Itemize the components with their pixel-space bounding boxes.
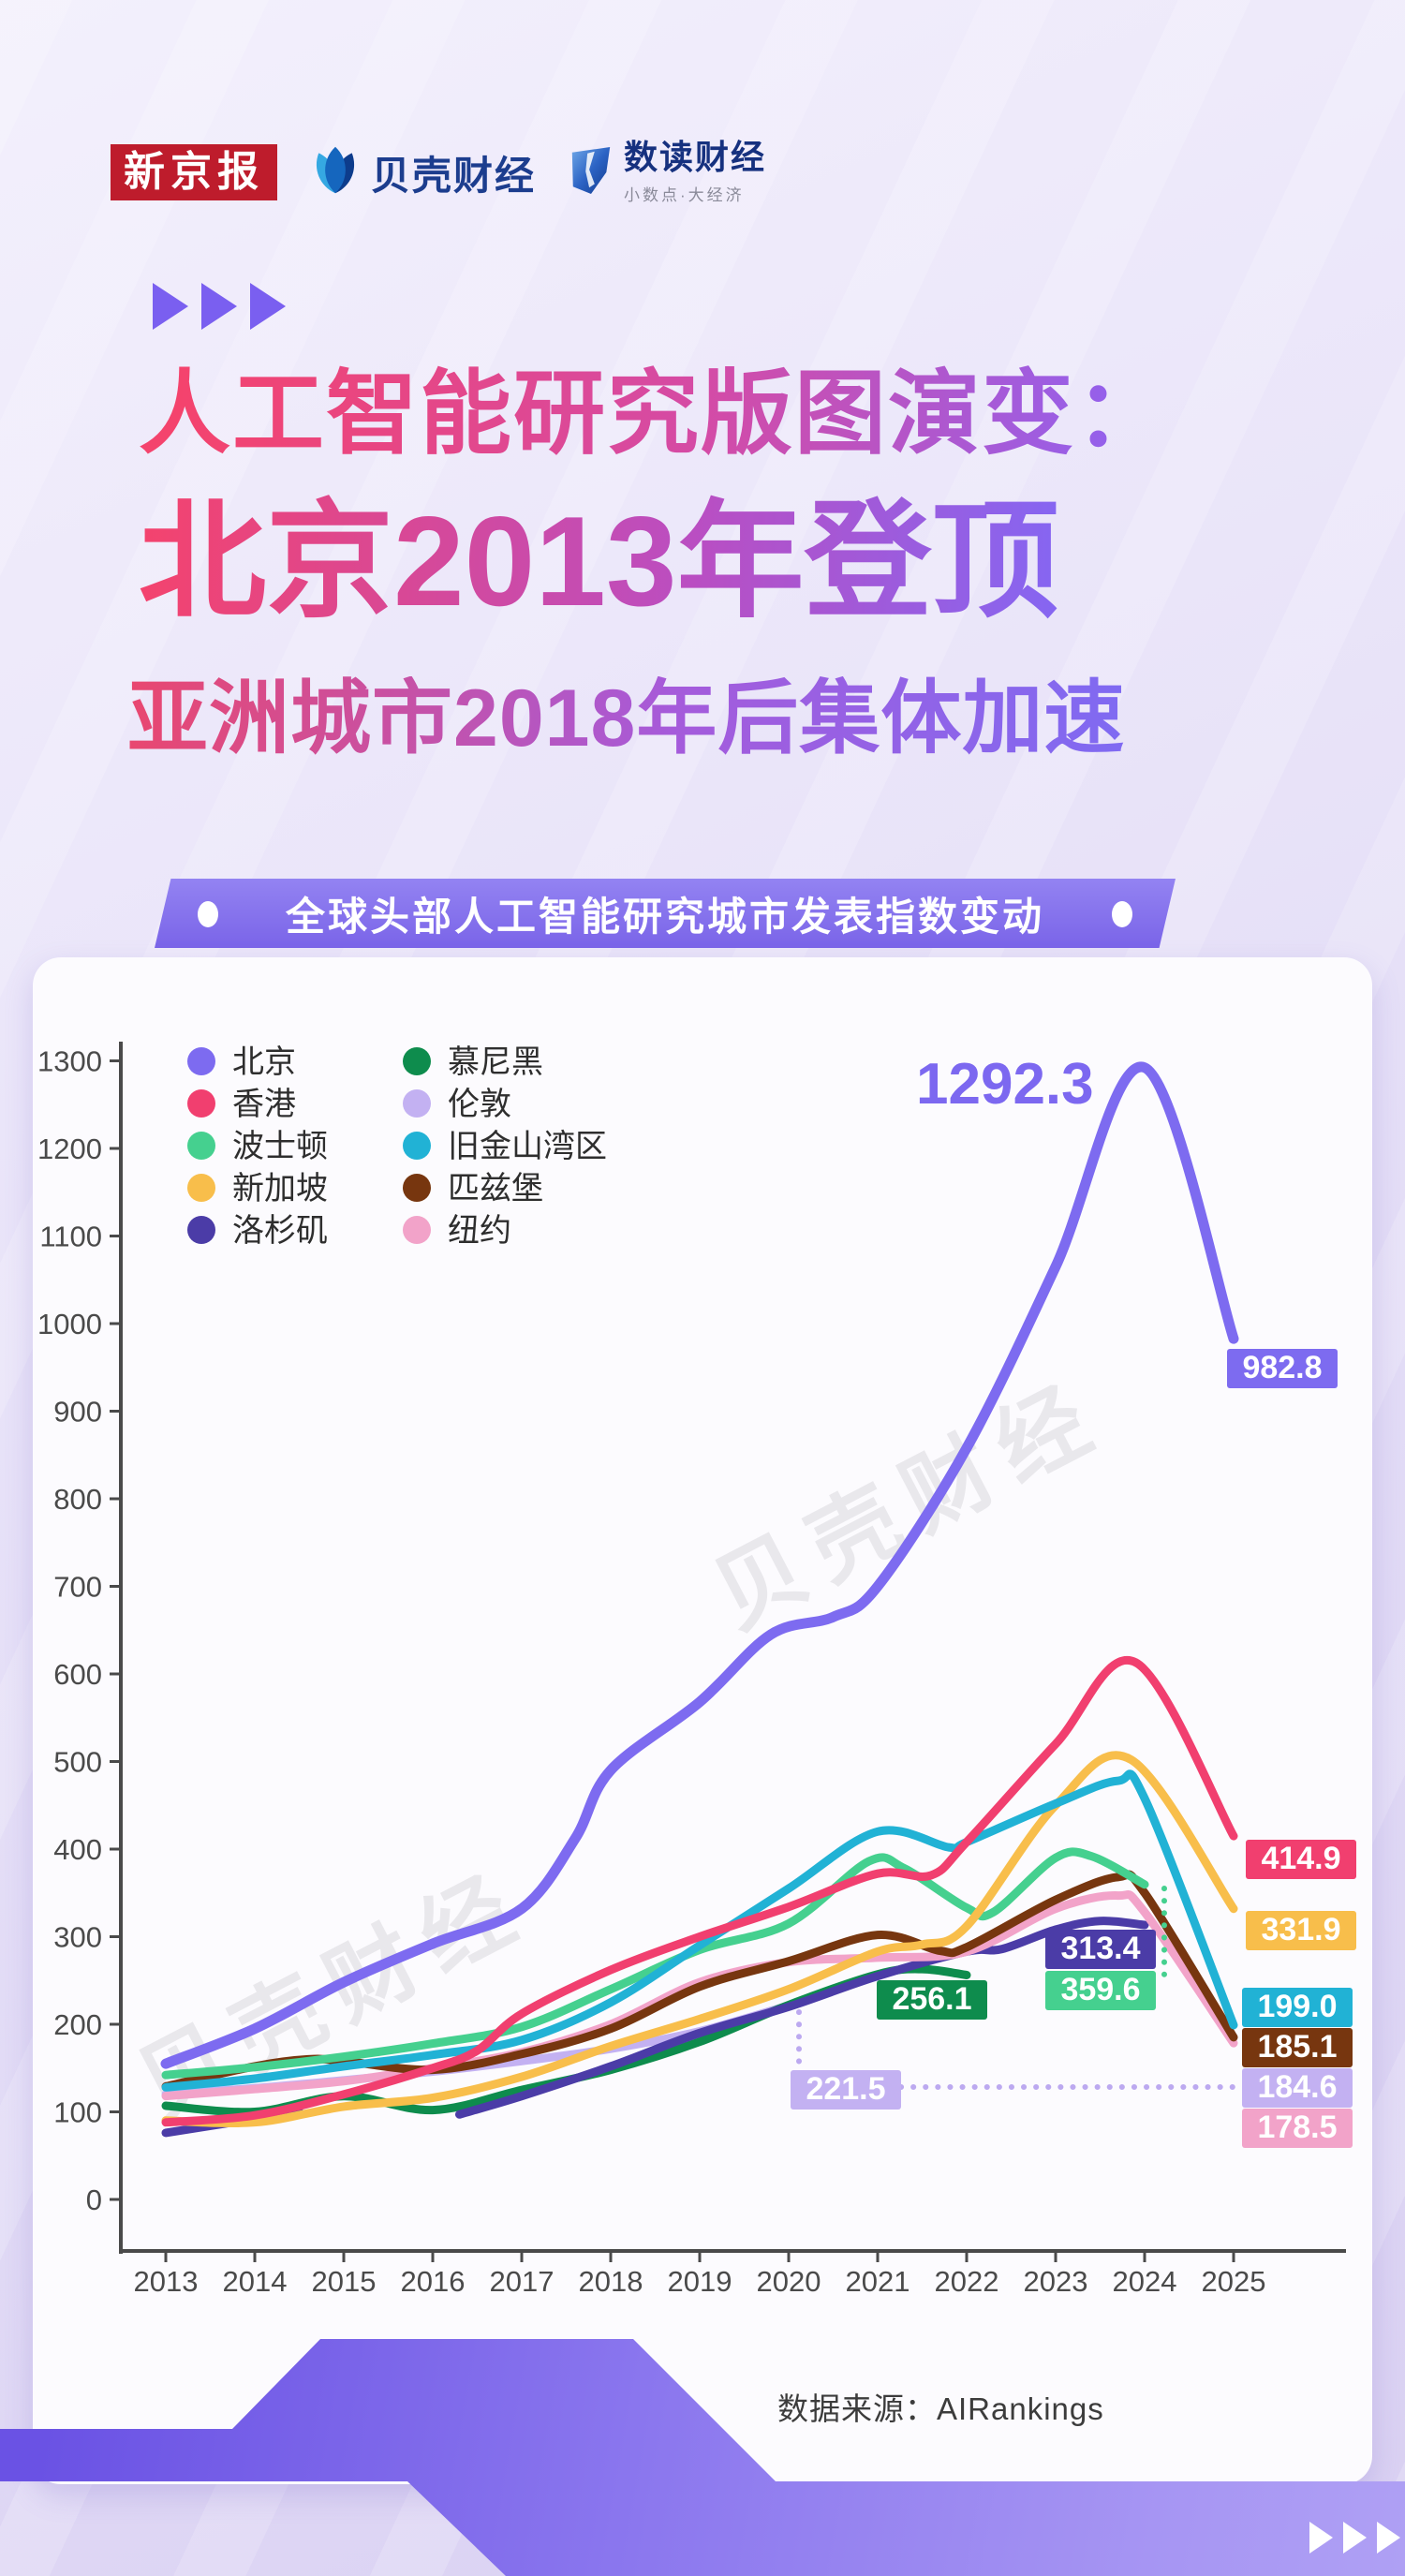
bottom-arrows (1309, 2522, 1400, 2554)
beike-finance-label: 贝壳财经 (371, 153, 537, 198)
xinjingbao-logo: 新京报 (111, 144, 277, 200)
main-title-line3: 亚洲城市2018年后集体加速 (127, 674, 1126, 763)
triangle-icon (201, 283, 237, 330)
chart-title: 全球头部人工智能研究城市发表指数变动 (285, 894, 1044, 939)
shudu-finance-slogan: 小数点·大经济 (624, 185, 745, 204)
beike-finance-logo: 贝壳财经 (309, 141, 536, 204)
chart-title-banner: 全球头部人工智能研究城市发表指数变动 (155, 879, 1176, 948)
triangle-icon (1377, 2522, 1400, 2554)
main-title-line1: 人工智能研究版图演变： (139, 362, 1170, 465)
chart-card (33, 957, 1372, 2484)
data-source: 数据来源：AIRankings (777, 2391, 1104, 2426)
banner-dot-left (198, 901, 218, 927)
main-title-line2: 北京2013年登顶 (139, 490, 1059, 632)
shudu-finance-logo: 数读财经 小数点·大经济 (568, 137, 767, 205)
shudu-icon (568, 144, 614, 201)
header: 新京报 贝壳财经 数 (111, 139, 766, 206)
triangle-icon (1309, 2522, 1333, 2554)
triangle-icon (1343, 2522, 1367, 2554)
triangle-icon (153, 283, 188, 330)
shell-icon (309, 141, 362, 204)
shudu-finance-label: 数读财经 (624, 137, 767, 176)
deco-arrows (153, 283, 286, 330)
banner-dot-right (1112, 901, 1132, 927)
triangle-icon (250, 283, 286, 330)
